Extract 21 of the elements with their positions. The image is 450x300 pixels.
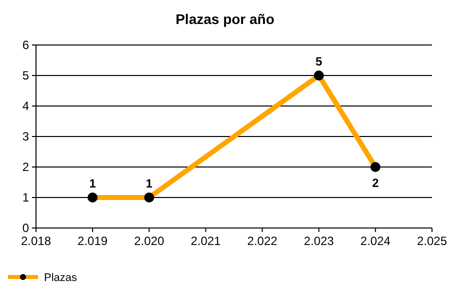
- chart-title: Plazas por año: [176, 11, 274, 27]
- x-tick-label: 2.021: [190, 234, 222, 248]
- data-label: 2: [372, 176, 380, 190]
- y-tick-label: 2: [22, 160, 30, 174]
- x-tick-label: 2.024: [360, 234, 391, 248]
- data-label: 1: [146, 176, 153, 190]
- y-tick-label: 4: [22, 99, 30, 114]
- y-tick-label: 6: [22, 38, 30, 52]
- data-label: 1: [89, 176, 96, 190]
- x-tick-label: 2.025: [416, 234, 448, 248]
- y-tick-label: 1: [22, 190, 30, 205]
- x-tick-label: 2.022: [247, 234, 278, 248]
- y-tick-label: 5: [22, 68, 30, 83]
- legend-label: Plazas: [44, 272, 78, 284]
- x-tick-label: 2.019: [78, 234, 108, 248]
- x-tick-label: 2.018: [20, 234, 52, 248]
- x-tick-label: 2.020: [134, 234, 164, 248]
- data-label: 5: [316, 54, 323, 68]
- y-tick-label: 3: [22, 130, 30, 144]
- y-tick-label: 0: [22, 221, 30, 236]
- x-tick-label: 2.023: [304, 234, 334, 248]
